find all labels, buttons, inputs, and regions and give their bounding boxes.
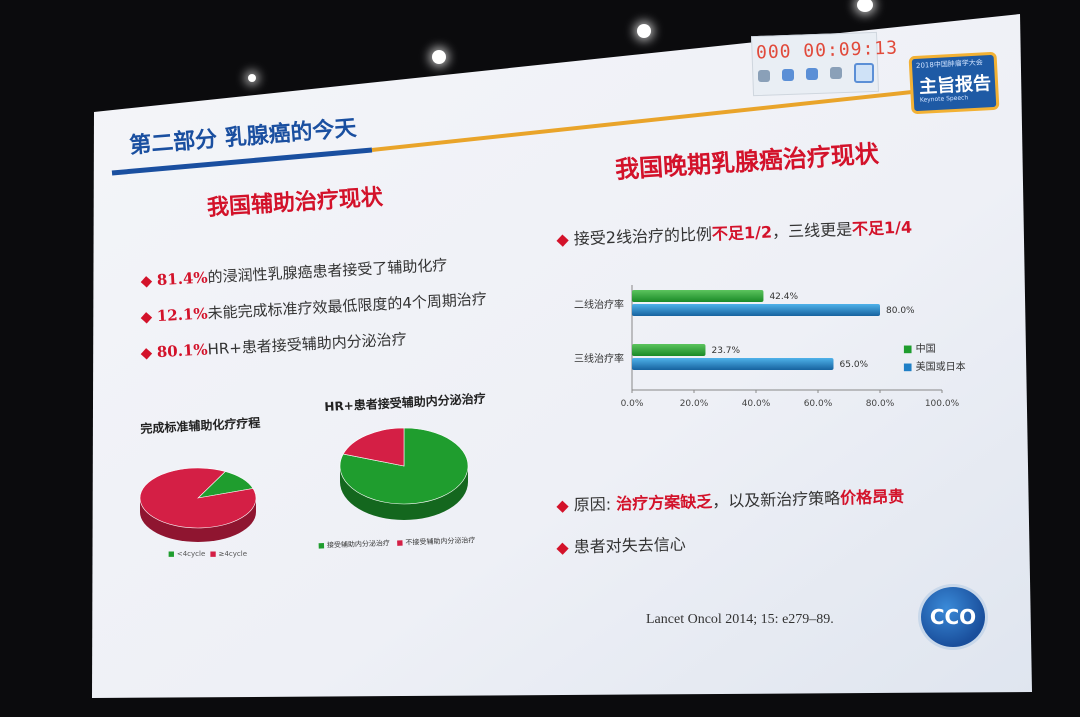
bar-legend-2: ■ 美国或日本 (903, 358, 966, 373)
bullet-emphasis: 不足1/2 (711, 222, 773, 244)
legend-swatch-icon: ■ (209, 550, 217, 558)
pie-chart-1 (139, 467, 257, 542)
legend-swatch-icon: ■ (903, 362, 913, 373)
bar-value-label: 42.4% (769, 292, 798, 302)
bullet-emphasis: 治疗方案缺乏 (615, 491, 713, 514)
pie1-legend: ■ <4cycle ■ ≥4cycle (168, 550, 247, 558)
bullet-emphasis: 不足1/4 (851, 217, 913, 239)
stage-light (248, 74, 256, 82)
bullet-emphasis: 价格昂贵 (839, 486, 905, 508)
right-bullet-3: ◆ 患者对失去信心 (556, 531, 686, 558)
keynote-badge: 2018中国肿瘤学大会 主旨报告 Keynote Speech (908, 51, 1000, 115)
legend-swatch-icon: ■ (396, 538, 404, 548)
pie-slice (139, 467, 257, 529)
diamond-bullet-icon: ◆ (140, 307, 158, 326)
bullet-text: ，以及新治疗策略 (711, 488, 841, 511)
stage-light (637, 24, 651, 38)
bullet-pct: 12.1% (156, 304, 209, 326)
bar-value-label: 23.7% (711, 346, 740, 356)
category-label: 三线治疗率 (574, 352, 624, 365)
legend-label: 接受辅助内分泌治疗 (326, 539, 391, 550)
bullet-text: ，三线更是 (771, 219, 853, 242)
legend-swatch-icon: ■ (317, 541, 325, 550)
bar-china (632, 344, 706, 356)
bullet-pct: 80.1% (156, 340, 209, 362)
diamond-bullet-icon: ◆ (140, 271, 158, 290)
legend-swatch-icon: ■ (168, 550, 175, 558)
header-line-orange (371, 90, 913, 152)
category-label: 二线治疗率 (574, 298, 624, 311)
legend-label: 中国 (915, 344, 936, 355)
bullet-text: 接受2线治疗的比例 (573, 224, 713, 249)
badge-small-bottom: Keynote Speech (919, 94, 969, 104)
x-tick-label: 100.0% (925, 399, 960, 409)
bullet-text: 患者对失去信心 (573, 534, 686, 557)
diamond-bullet-icon: ◆ (556, 229, 575, 249)
bar-china (632, 290, 764, 302)
bullet-text: 原因: (573, 494, 617, 515)
slide-background (92, 14, 1032, 698)
diamond-bullet-icon: ◆ (140, 343, 158, 362)
bar-us-japan (632, 304, 880, 316)
cco-logo: CCO (918, 584, 988, 650)
bar-value-label: 80.0% (886, 306, 915, 316)
x-tick-label: 0.0% (621, 399, 644, 409)
legend-label: ≥4cycle (218, 550, 248, 558)
x-tick-label: 60.0% (804, 399, 833, 409)
legend-label: 不接受辅助内分泌治疗 (405, 536, 476, 547)
pie-chart-2 (339, 427, 469, 520)
bar-value-label: 65.0% (840, 360, 869, 370)
pie-slice (339, 427, 469, 505)
stage-light (432, 50, 446, 64)
diamond-bullet-icon: ◆ (556, 495, 574, 515)
legend-swatch-icon: ■ (903, 344, 913, 355)
pie-slice (342, 427, 405, 467)
x-tick-label: 80.0% (866, 399, 895, 409)
citation: Lancet Oncol 2014; 15: e279–89. (646, 612, 834, 627)
header-line-blue (111, 147, 373, 176)
pause-icon[interactable] (782, 69, 794, 81)
x-tick-label: 20.0% (680, 399, 709, 409)
bullet-pct: 81.4% (156, 268, 209, 290)
legend-label: 美国或日本 (915, 362, 966, 373)
bar-chart: 0.0% 20.0% 40.0% 60.0% 80.0% 100.0% 二线治疗率 42.4%… (574, 285, 960, 409)
settings-icon[interactable] (854, 63, 874, 83)
play-icon[interactable] (758, 70, 770, 82)
diamond-bullet-icon: ◆ (556, 537, 574, 557)
reset-icon[interactable] (830, 67, 842, 79)
badge-small-top: 2018中国肿瘤学大会 (915, 58, 984, 70)
legend-label: <4cycle (176, 550, 206, 558)
bar-legend-1: ■ 中国 (903, 340, 936, 355)
bar-us-japan (632, 358, 834, 370)
x-tick-label: 40.0% (742, 399, 771, 409)
stage-light (857, 0, 873, 12)
stop-icon[interactable] (806, 68, 818, 80)
